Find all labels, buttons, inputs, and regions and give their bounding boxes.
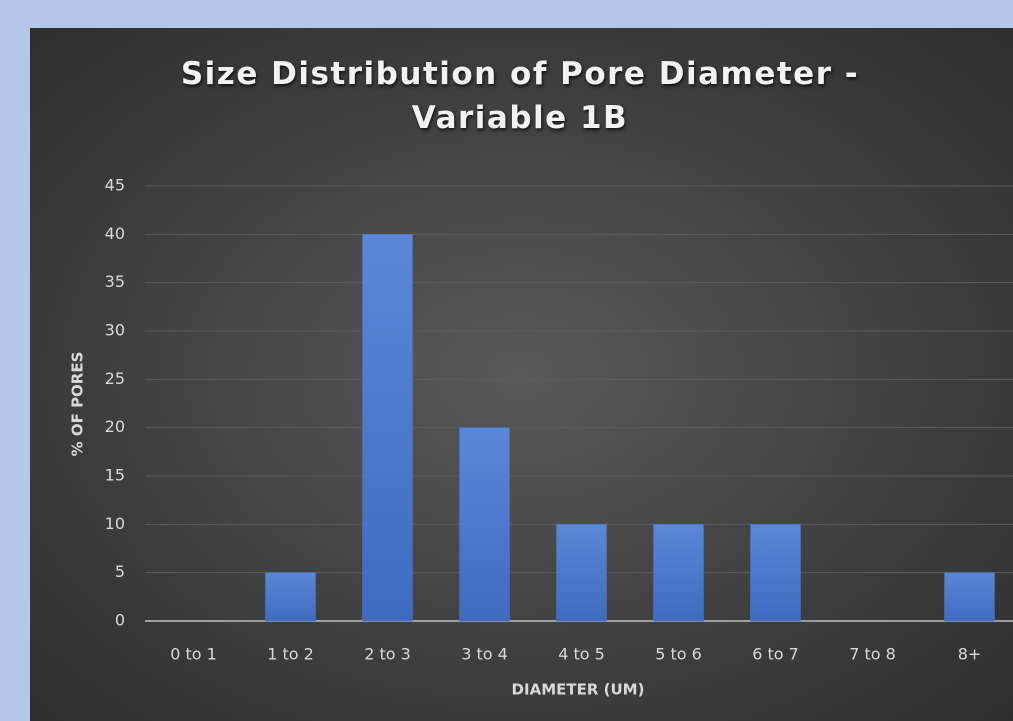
bar (944, 572, 995, 622)
y-tick-label: 45 (105, 176, 125, 195)
x-tick-label: 7 to 8 (849, 645, 896, 664)
bar (750, 524, 801, 622)
x-tick-label: 4 to 5 (558, 645, 605, 664)
y-tick-label: 10 (105, 514, 125, 533)
y-tick-label: 15 (105, 466, 125, 485)
x-tick-label: 1 to 2 (267, 645, 314, 664)
y-tick-label: 40 (105, 224, 125, 243)
y-axis-label: % OF PORES (69, 352, 87, 457)
bar (265, 572, 316, 622)
y-tick-label: 25 (105, 369, 125, 388)
bar (653, 524, 704, 622)
bar (556, 524, 607, 622)
y-tick-label: 30 (105, 321, 125, 340)
x-tick-label: 0 to 1 (170, 645, 217, 664)
x-tick-label: 2 to 3 (364, 645, 411, 664)
x-tick-label: 3 to 4 (461, 645, 508, 664)
y-tick-label: 35 (105, 272, 125, 291)
y-tick-label: 0 (115, 611, 125, 630)
bar (459, 427, 510, 622)
y-tick-label: 20 (105, 417, 125, 436)
chart-title: Size Distribution of Pore Diameter - Var… (180, 56, 860, 136)
x-tick-label: 6 to 7 (752, 645, 799, 664)
x-tick-label: 8+ (958, 645, 982, 664)
x-axis-label: DIAMETER (UM) (512, 681, 645, 699)
y-tick-label: 5 (115, 562, 125, 581)
bar (362, 234, 413, 622)
chart-area (30, 28, 1013, 721)
x-tick-label: 5 to 6 (655, 645, 702, 664)
